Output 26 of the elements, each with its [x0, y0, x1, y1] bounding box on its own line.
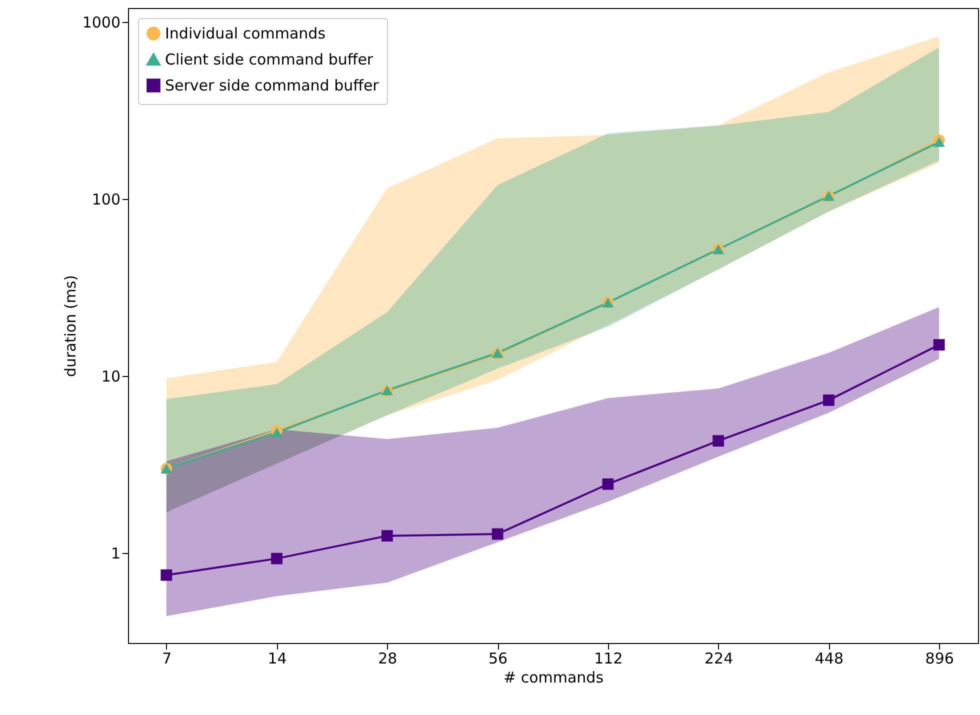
point: [933, 339, 945, 351]
point: [160, 569, 172, 581]
x-tick-label: 896: [925, 650, 954, 668]
legend-label: Individual commands: [165, 24, 326, 42]
x-tick-label: 7: [162, 650, 172, 668]
point: [712, 435, 724, 447]
x-tick-label: 56: [488, 650, 508, 668]
point: [602, 478, 614, 490]
x-tick-label: 28: [378, 650, 398, 668]
y-tick-label: 100: [92, 190, 120, 208]
legend-label: Client side command buffer: [165, 50, 374, 68]
legend-label: Server side command buffer: [165, 76, 380, 94]
y-tick-label: 10: [101, 367, 120, 386]
x-tick-label: 224: [704, 650, 734, 668]
x-tick-label: 448: [814, 650, 844, 668]
x-tick-label: 112: [594, 650, 623, 668]
point: [492, 528, 504, 540]
point: [933, 137, 945, 147]
point: [381, 530, 393, 542]
point: [823, 394, 834, 406]
y-tick-label: 1: [110, 544, 120, 562]
x-tick-label: 14: [268, 650, 287, 668]
point: [271, 552, 282, 564]
y-axis-title: duration (ms): [61, 274, 80, 378]
x-axis-title: # commands: [503, 668, 604, 686]
y-tick-label: 1000: [82, 14, 120, 32]
